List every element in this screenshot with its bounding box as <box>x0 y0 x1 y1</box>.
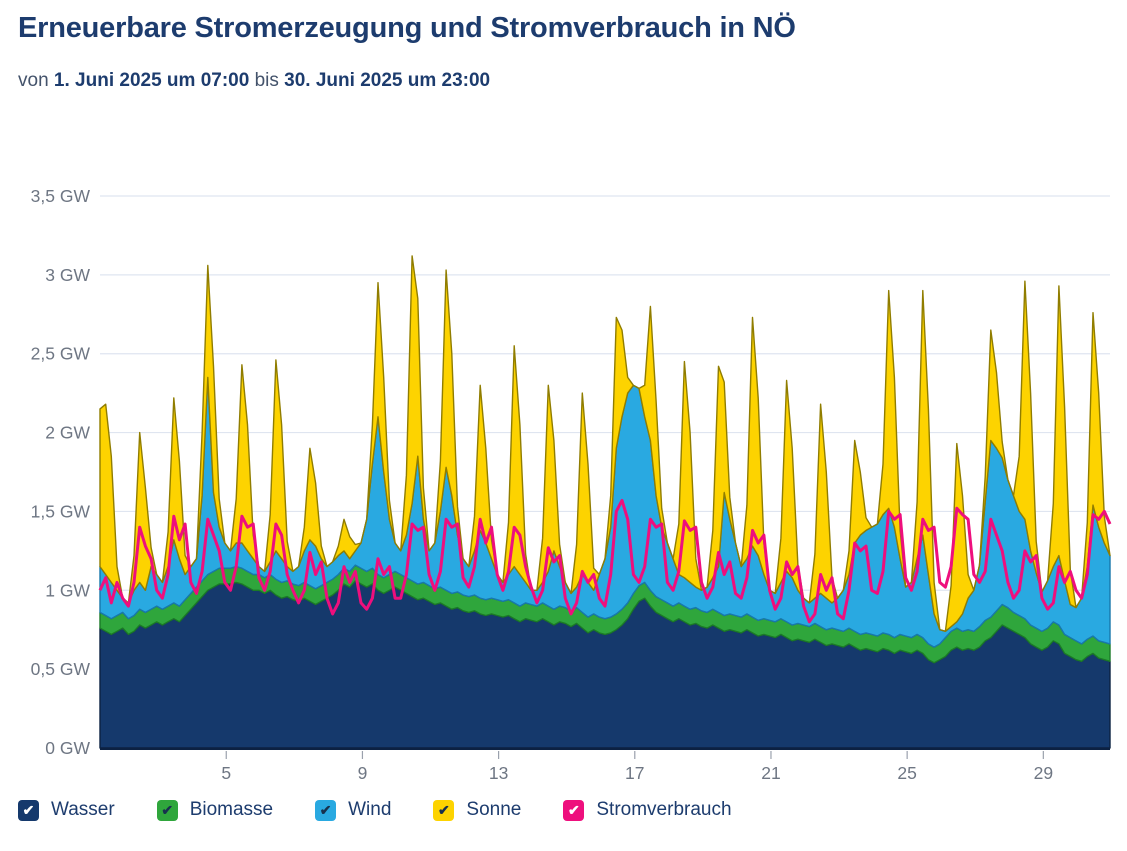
legend-label-wind: Wind <box>348 799 392 820</box>
x-axis-tick-label: 13 <box>489 763 508 783</box>
consumption-line <box>98 498 1112 624</box>
y-axis-tick-label: 2 GW <box>45 423 90 443</box>
checkmark-icon: ✔ <box>22 802 35 818</box>
legend-item-wind[interactable]: ✔ Wind <box>315 799 391 821</box>
y-axis-labels: 3,5 GW 3 GW 2,5 GW 2 GW 1,5 GW 1 GW 0,5 GW 0 GW <box>31 186 91 758</box>
x-axis-tick-label: 25 <box>897 763 916 783</box>
y-axis-tick-label: 0 GW <box>45 738 90 758</box>
x-axis-tick-label: 9 <box>358 763 368 783</box>
checkmark-icon: ✔ <box>161 802 174 818</box>
period-end: 30. Juni 2025 um 23:00 <box>284 70 491 91</box>
period-start: 1. Juni 2025 um 07:00 <box>53 70 250 91</box>
y-axis-tick-label: 2,5 GW <box>31 344 91 364</box>
y-axis-tick-label: 1 GW <box>45 580 90 600</box>
x-axis-tick-label: 17 <box>625 763 644 783</box>
legend-item-sonne[interactable]: ✔ Sonne <box>433 799 521 821</box>
legend-item-stromverbrauch[interactable]: ✔ Stromverbrauch <box>563 799 732 821</box>
checkbox-wind-icon: ✔ <box>315 799 337 821</box>
x-axis-labels: 5 9 13 17 21 25 29 <box>221 751 1053 783</box>
x-axis-tick-label: 29 <box>1034 763 1053 783</box>
y-axis-tick-label: 3 GW <box>45 265 90 285</box>
x-axis-tick-label: 21 <box>761 763 780 783</box>
checkbox-wasser-icon: ✔ <box>18 799 39 821</box>
legend: ✔ Wasser ✔ Biomasse ✔ Wind ✔ Sonne ✔ Str… <box>18 799 732 821</box>
legend-item-wasser[interactable]: ✔ Wasser <box>18 799 115 821</box>
period-von-label: von <box>18 70 49 91</box>
legend-label-wasser: Wasser <box>51 799 115 820</box>
checkbox-sonne-icon: ✔ <box>433 799 455 821</box>
checkmark-icon: ✔ <box>438 802 450 818</box>
stacked-areas <box>99 255 1111 749</box>
period-subtitle: von 1. Juni 2025 um 07:00 bis 30. Juni 2… <box>18 70 490 92</box>
y-axis-tick-label: 0,5 GW <box>31 659 91 679</box>
legend-item-biomasse[interactable]: ✔ Biomasse <box>156 799 274 821</box>
y-axis-tick-label: 1,5 GW <box>31 501 91 521</box>
checkbox-biomasse-icon: ✔ <box>156 799 178 821</box>
legend-label-sonne: Sonne <box>466 799 522 820</box>
y-axis-tick-label: 3,5 GW <box>31 186 91 206</box>
checkmark-icon: ✔ <box>568 802 580 818</box>
x-axis-tick-label: 5 <box>221 763 231 783</box>
page-title: Erneuerbare Stromerzeugung und Stromverb… <box>18 12 796 44</box>
checkmark-icon: ✔ <box>319 802 332 818</box>
checkbox-stromverbrauch-icon: ✔ <box>563 799 585 821</box>
legend-label-biomasse: Biomasse <box>189 799 274 820</box>
legend-label-stromverbrauch: Stromverbrauch <box>596 799 732 820</box>
line-stromverbrauch <box>98 498 1112 624</box>
area-sonne <box>99 255 1111 632</box>
period-bis-label: bis <box>254 70 279 91</box>
